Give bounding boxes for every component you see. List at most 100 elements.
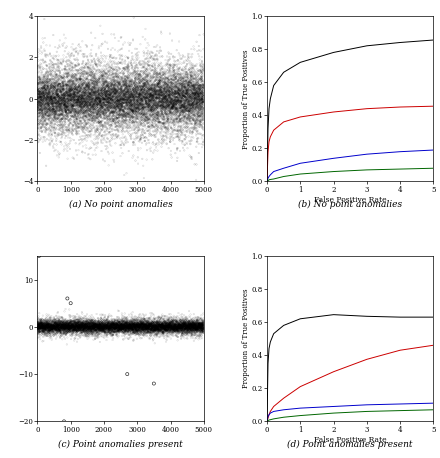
- Point: [92, 70, 99, 77]
- Point: [139, 96, 146, 103]
- Point: [49, 329, 56, 336]
- Point: [154, 322, 161, 329]
- Point: [44, 112, 51, 119]
- Point: [74, 323, 81, 330]
- Point: [173, 92, 180, 99]
- Point: [80, 110, 87, 117]
- Point: [136, 324, 143, 331]
- Point: [120, 96, 127, 103]
- Point: [98, 330, 105, 337]
- Point: [72, 94, 79, 101]
- Point: [150, 323, 157, 330]
- Point: [117, 321, 125, 328]
- Point: [128, 325, 136, 332]
- Point: [176, 325, 183, 333]
- Point: [153, 93, 160, 101]
- Point: [64, 114, 71, 121]
- Point: [120, 322, 127, 329]
- Point: [118, 93, 125, 100]
- Point: [95, 325, 103, 333]
- Point: [123, 98, 130, 106]
- Point: [193, 93, 200, 100]
- Point: [186, 325, 193, 332]
- Point: [75, 332, 82, 339]
- Point: [68, 326, 75, 333]
- Point: [128, 322, 135, 329]
- Point: [64, 321, 71, 328]
- Point: [52, 99, 59, 107]
- Point: [60, 115, 67, 122]
- Point: [70, 327, 77, 334]
- Point: [39, 109, 46, 116]
- Point: [48, 84, 55, 92]
- Point: [175, 321, 182, 328]
- Point: [98, 324, 105, 332]
- Point: [90, 114, 97, 121]
- Point: [157, 88, 164, 96]
- Point: [172, 321, 179, 328]
- Point: [124, 326, 131, 333]
- Point: [152, 326, 159, 333]
- Point: [187, 322, 194, 330]
- Point: [150, 94, 158, 102]
- Point: [136, 94, 143, 102]
- Point: [132, 101, 139, 108]
- Point: [46, 316, 53, 324]
- Point: [142, 321, 149, 328]
- Point: [154, 65, 161, 72]
- Point: [196, 86, 203, 93]
- Point: [129, 323, 136, 330]
- Point: [74, 103, 81, 110]
- Point: [103, 330, 110, 337]
- Point: [88, 319, 95, 327]
- Point: [183, 95, 190, 102]
- Point: [138, 316, 145, 324]
- Point: [125, 91, 132, 98]
- Point: [74, 82, 81, 89]
- Point: [175, 81, 182, 88]
- Point: [52, 332, 59, 339]
- Point: [42, 89, 49, 96]
- Point: [165, 87, 172, 94]
- Point: [145, 85, 152, 92]
- Point: [38, 319, 45, 326]
- Point: [53, 327, 60, 335]
- Point: [136, 324, 143, 332]
- Point: [62, 324, 69, 331]
- Point: [166, 97, 173, 104]
- Point: [167, 83, 174, 90]
- Point: [142, 316, 149, 323]
- Point: [185, 101, 192, 109]
- Point: [35, 319, 42, 327]
- Point: [138, 322, 145, 330]
- Point: [174, 322, 181, 330]
- Point: [79, 323, 86, 331]
- Point: [156, 319, 163, 327]
- Point: [194, 108, 202, 115]
- Point: [81, 67, 88, 75]
- Point: [43, 109, 50, 116]
- Point: [108, 317, 115, 325]
- Point: [59, 324, 66, 331]
- Point: [70, 72, 77, 80]
- Point: [136, 107, 143, 114]
- Point: [111, 85, 118, 92]
- Point: [87, 314, 94, 321]
- Point: [108, 52, 115, 59]
- Point: [52, 117, 59, 124]
- Point: [153, 101, 160, 109]
- Point: [107, 90, 114, 98]
- Point: [59, 74, 66, 82]
- Point: [93, 326, 100, 333]
- Point: [180, 320, 187, 327]
- Point: [103, 103, 110, 110]
- Point: [176, 324, 183, 332]
- Point: [46, 98, 53, 105]
- Point: [68, 89, 75, 97]
- Point: [79, 98, 86, 105]
- Point: [126, 91, 133, 98]
- Point: [149, 118, 156, 125]
- Point: [85, 323, 92, 331]
- Point: [92, 322, 99, 330]
- Point: [51, 322, 59, 329]
